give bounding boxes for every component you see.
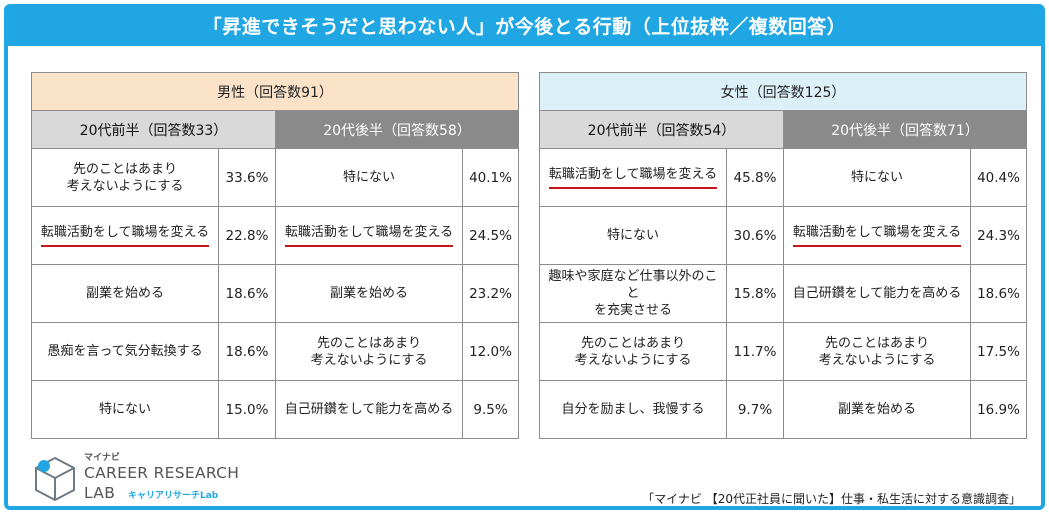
- male-group1-row4-label: 愚痴を言って気分転換する: [31, 322, 219, 381]
- logo-line1: CAREER RESEARCH: [84, 464, 240, 482]
- female-group1-row2-value: 30.6%: [726, 206, 784, 265]
- male-group2-row3-value: 23.2%: [461, 264, 520, 323]
- male-group1-row5-label: 特にない: [31, 380, 219, 439]
- female-group1-row3-value: 15.8%: [726, 264, 784, 323]
- female-group2-row3-label: 自己研鑽をして能力を高める: [783, 264, 971, 323]
- female-group2-row5-value: 16.9%: [969, 380, 1028, 439]
- male-group2-header: 20代後半（回答数58）: [274, 110, 520, 149]
- male-header: 男性（回答数91）: [30, 72, 520, 111]
- female-group2-header: 20代後半（回答数71）: [782, 110, 1028, 149]
- male-group1-header: 20代前半（回答数33）: [31, 110, 276, 149]
- female-table: 女性（回答数125） 20代前半（回答数54） 20代後半（回答数71） 転職活…: [538, 72, 1028, 439]
- male-group2-row2-value: 24.5%: [461, 206, 520, 265]
- female-group2-row4-label: 先のことはあまり 考えないようにする: [783, 322, 971, 381]
- male-group2-row1-label: 特にない: [275, 148, 463, 207]
- female-group2-row1-value: 40.4%: [969, 148, 1028, 207]
- female-group2-row2-value: 24.3%: [969, 206, 1028, 265]
- male-group1-row2-label: 転職活動をして職場を変える: [40, 224, 210, 247]
- table-row: 先のことはあまり 考えないようにする 33.6% 特にない 40.1%: [31, 148, 520, 207]
- logo-line2: LAB: [84, 484, 116, 502]
- male-group1-row5-value: 15.0%: [218, 380, 276, 439]
- female-group1-header: 20代前半（回答数54）: [539, 110, 784, 149]
- chart-frame: 「昇進できそうだと思わない人」が今後とる行動（上位抜粋／複数回答） 男性（回答数…: [4, 4, 1045, 510]
- source-note: 「マイナビ 【20代正社員に聞いた】仕事・私生活に対する意識調査」: [642, 492, 1021, 506]
- female-group1-row5-value: 9.7%: [726, 380, 784, 439]
- table-row: 愚痴を言って気分転換する 18.6% 先のことはあまり 考えないようにする 12…: [31, 322, 520, 381]
- table-row: 先のことはあまり 考えないようにする 11.7% 先のことはあまり 考えないよう…: [539, 322, 1028, 381]
- logo-mynavi-text: マイナビ: [84, 453, 120, 463]
- table-row: 特にない 15.0% 自己研鑽をして能力を高める 9.5%: [31, 380, 520, 439]
- male-group1-row1-label: 先のことはあまり 考えないようにする: [31, 148, 219, 207]
- logo-sub: キャリアリサーチLab: [128, 491, 219, 501]
- male-group2-row5-label: 自己研鑽をして能力を高める: [275, 380, 463, 439]
- female-group1-row3-label: 趣味や家庭など仕事以外のこと を充実させる: [539, 264, 727, 323]
- female-group1-row5-label: 自分を励まし、我慢する: [539, 380, 727, 439]
- female-group1-row1-value: 45.8%: [726, 148, 784, 207]
- male-group1-row3-label: 副業を始める: [31, 264, 219, 323]
- chart-title: 「昇進できそうだと思わない人」が今後とる行動（上位抜粋／複数回答）: [8, 8, 1041, 46]
- female-group2-row4-value: 17.5%: [969, 322, 1028, 381]
- table-row: 転職活動をして職場を変える 22.8% 転職活動をして職場を変える 24.5%: [31, 206, 520, 265]
- career-research-lab-logo: マイナビ CAREER RESEARCH LAB キャリアリサーチLab: [32, 452, 252, 508]
- female-header: 女性（回答数125）: [538, 72, 1028, 111]
- male-group1-row2-cell: 転職活動をして職場を変える: [31, 206, 219, 265]
- table-row: 自分を励まし、我慢する 9.7% 副業を始める 16.9%: [539, 380, 1028, 439]
- female-group2-row5-label: 副業を始める: [783, 380, 971, 439]
- male-group1-row3-value: 18.6%: [218, 264, 276, 323]
- female-group1-row4-value: 11.7%: [726, 322, 784, 381]
- male-table: 男性（回答数91） 20代前半（回答数33） 20代後半（回答数58） 先のこと…: [30, 72, 520, 439]
- male-group2-row4-value: 12.0%: [461, 322, 520, 381]
- male-group1-row1-value: 33.6%: [218, 148, 276, 207]
- female-group1-row2-label: 特にない: [539, 206, 727, 265]
- male-group2-row2-label: 転職活動をして職場を変える: [284, 224, 454, 247]
- male-group2-row4-label: 先のことはあまり 考えないようにする: [275, 322, 463, 381]
- female-group1-row1-cell: 転職活動をして職場を変える: [539, 148, 727, 207]
- male-group1-row4-value: 18.6%: [218, 322, 276, 381]
- table-row: 趣味や家庭など仕事以外のこと を充実させる 15.8% 自己研鑽をして能力を高め…: [539, 264, 1028, 323]
- cube-logo-icon: [35, 456, 75, 502]
- male-group2-row2-cell: 転職活動をして職場を変える: [275, 206, 463, 265]
- female-group2-row3-value: 18.6%: [969, 264, 1028, 323]
- male-group1-row2-value: 22.8%: [218, 206, 276, 265]
- female-group2-row2-label: 転職活動をして職場を変える: [792, 224, 962, 247]
- male-group2-row1-value: 40.1%: [461, 148, 520, 207]
- female-group2-row1-label: 特にない: [783, 148, 971, 207]
- male-group2-row3-label: 副業を始める: [275, 264, 463, 323]
- table-row: 特にない 30.6% 転職活動をして職場を変える 24.3%: [539, 206, 1028, 265]
- female-group2-row2-cell: 転職活動をして職場を変える: [783, 206, 971, 265]
- female-group1-row4-label: 先のことはあまり 考えないようにする: [539, 322, 727, 381]
- table-row: 転職活動をして職場を変える 45.8% 特にない 40.4%: [539, 148, 1028, 207]
- male-group2-row5-value: 9.5%: [461, 380, 520, 439]
- table-row: 副業を始める 18.6% 副業を始める 23.2%: [31, 264, 520, 323]
- female-group1-row1-label: 転職活動をして職場を変える: [548, 166, 718, 189]
